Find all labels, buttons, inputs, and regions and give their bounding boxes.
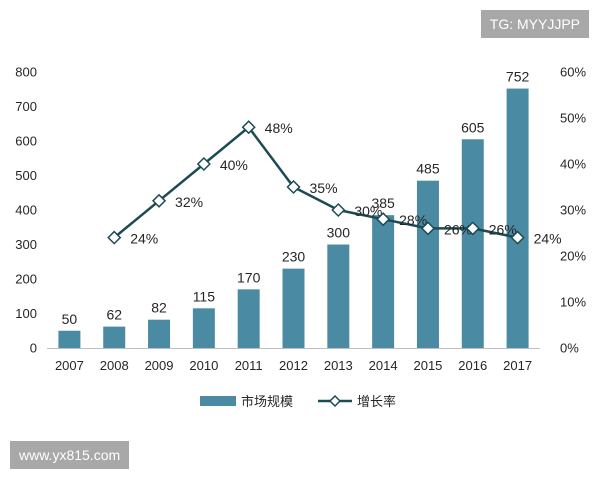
bar-data-label: 605 (461, 119, 485, 135)
x-tick-label: 2015 (413, 358, 442, 373)
line-path (113, 125, 518, 239)
line-marker (420, 221, 436, 236)
y-tick-label: 100 (15, 306, 37, 321)
x-tick-label: 2014 (369, 358, 398, 373)
y-tick-label: 0 (30, 341, 37, 356)
line-marker (376, 212, 391, 227)
y-tick-label: 400 (15, 203, 37, 218)
y-tick-label: 600 (15, 134, 37, 149)
line-data-label: 35% (310, 180, 338, 196)
y2-tick-label: 10% (560, 295, 586, 310)
legend-marker-icon (328, 394, 342, 408)
bar (103, 326, 126, 348)
bar (372, 215, 395, 348)
x-tick-label: 2011 (235, 358, 263, 373)
bar-data-label: 230 (282, 249, 306, 265)
line-data-label: 40% (220, 157, 248, 173)
bar (282, 268, 305, 348)
line-marker (241, 120, 256, 135)
bar (327, 244, 350, 348)
x-tick-label: 2017 (503, 358, 532, 373)
line-marker (196, 156, 211, 172)
line-marker (286, 179, 301, 195)
y-tick-label: 300 (15, 237, 37, 252)
y-tick-label: 700 (15, 99, 37, 114)
x-tick-label: 2007 (55, 358, 84, 373)
bar-series: 50 62 82 115 170 230 300 385 485 605 752 (58, 69, 529, 348)
y-tick-label: 800 (15, 65, 37, 80)
bar-data-label: 170 (237, 269, 261, 285)
bar (461, 139, 484, 348)
bar (148, 319, 171, 348)
x-tick-label: 2012 (279, 358, 308, 373)
watermark-top: TG: MYYJJPP (480, 10, 589, 38)
y2-tick-label: 50% (560, 111, 586, 126)
line-data-label: 26% (489, 221, 517, 237)
x-axis: 2007 2008 2009 2010 2011 2012 2013 2014 2015 2016… (47, 348, 540, 373)
legend-label: 市场规模 (241, 394, 293, 409)
bar-data-label: 50 (62, 311, 78, 327)
bar-data-label: 752 (506, 69, 530, 85)
legend-label: 增长率 (357, 394, 396, 409)
bar-data-label: 485 (416, 161, 440, 177)
line-marker (510, 230, 525, 245)
watermark-bottom: www.yx815.com (10, 441, 130, 469)
line-marker (331, 202, 346, 218)
x-tick-label: 2013 (324, 358, 353, 373)
bar (506, 88, 529, 348)
right-y-axis: 0% 10% 20% 30% 40% 50% 60% (560, 65, 586, 356)
y2-tick-label: 60% (560, 65, 586, 80)
y2-tick-label: 40% (560, 157, 586, 172)
y2-tick-label: 30% (560, 203, 586, 218)
bar (58, 330, 81, 348)
y-tick-label: 500 (15, 168, 37, 183)
legend-bar-swatch (200, 396, 236, 406)
x-tick-label: 2008 (100, 358, 129, 373)
y-tick-label: 200 (15, 272, 37, 287)
bar-data-label: 300 (327, 225, 351, 241)
bar-data-label: 82 (151, 300, 167, 316)
line-data-label: 48% (265, 120, 293, 136)
line-marker (107, 230, 122, 245)
bar (192, 308, 215, 348)
line-data-label: 30% (354, 203, 382, 219)
line-series: 24% 32% 40% 48% 35% 30% 28% 26% 26% 24% (107, 120, 562, 247)
bar (237, 289, 260, 348)
line-data-label: 32% (175, 194, 203, 210)
x-tick-label: 2009 (145, 358, 174, 373)
bar-data-label: 385 (371, 195, 395, 211)
line-data-label: 24% (534, 231, 562, 247)
left-y-axis: 0 100 200 300 400 500 600 700 800 (15, 65, 37, 356)
line-data-label: 28% (399, 212, 427, 228)
line-marker (465, 221, 480, 236)
line-data-label: 26% (444, 221, 472, 237)
bar-data-label: 115 (193, 288, 216, 304)
y2-tick-label: 0% (560, 341, 579, 356)
line-data-label: 24% (130, 231, 158, 247)
x-tick-label: 2010 (189, 358, 218, 373)
bar (416, 180, 439, 348)
legend: 市场规模 增长率 (200, 394, 396, 409)
line-marker (151, 193, 167, 208)
bar-data-label: 62 (106, 307, 122, 323)
x-tick-label: 2016 (458, 358, 487, 373)
y2-tick-label: 20% (560, 249, 586, 264)
